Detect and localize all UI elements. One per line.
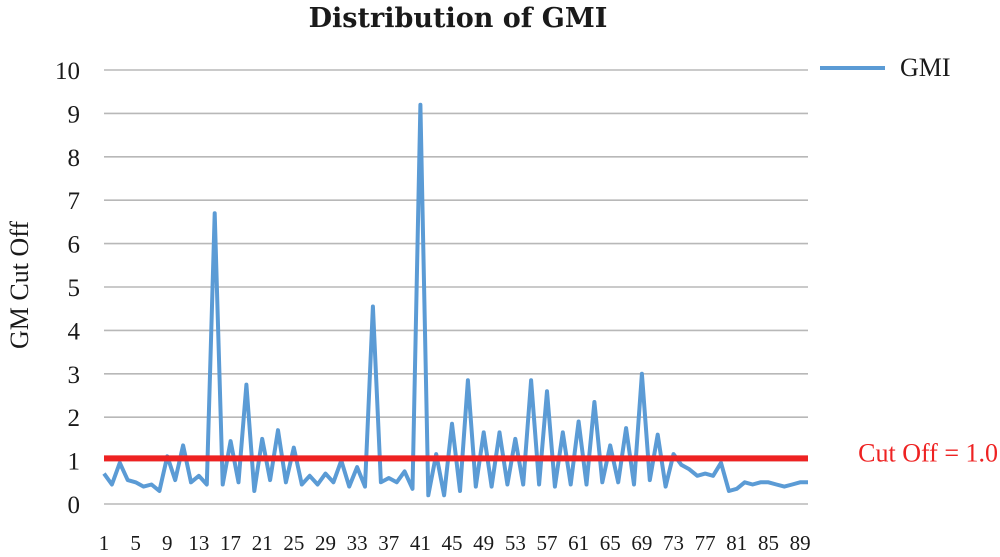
y-tick-label: 2 — [68, 405, 81, 432]
x-tick-label: 61 — [568, 531, 589, 555]
x-tick-label: 69 — [631, 531, 652, 555]
x-tick-label: 21 — [252, 531, 273, 555]
x-tick-label: 65 — [600, 531, 621, 555]
y-axis-label: GM Cut Off — [5, 221, 34, 349]
legend: GMI — [820, 53, 951, 82]
x-tick-label: 81 — [726, 531, 747, 555]
x-tick-label: 77 — [695, 531, 716, 555]
x-tick-label: 49 — [473, 531, 494, 555]
series-line-gmi — [102, 102, 808, 498]
x-tick-label: 25 — [283, 531, 304, 555]
x-tick-label: 5 — [130, 531, 141, 555]
cutoff-label: Cut Off = 1.0 — [858, 438, 998, 467]
x-tick-label: 13 — [188, 531, 209, 555]
y-tick-label: 1 — [68, 449, 81, 476]
x-tick-label: 53 — [505, 531, 526, 555]
y-tick-label: 10 — [55, 58, 80, 85]
cutoff-layer: Cut Off = 1.0 — [104, 438, 998, 467]
x-tick-label: 9 — [162, 531, 173, 555]
y-axis-ticks: 0 1 2 3 4 5 6 7 8 9 10 — [55, 58, 81, 519]
y-tick-label: 0 — [68, 492, 81, 519]
x-tick-label: 89 — [790, 531, 811, 555]
x-tick-label: 57 — [536, 531, 557, 555]
x-axis-ticks: 1 5 9 13 17 21 25 29 33 37 41 45 49 53 57 61 65 69 73 77 81 8… — [99, 531, 811, 555]
y-tick-label: 6 — [68, 232, 81, 259]
y-tick-label: 5 — [68, 275, 81, 302]
x-tick-label: 45 — [442, 531, 463, 555]
x-tick-label: 29 — [315, 531, 336, 555]
x-tick-label: 73 — [663, 531, 684, 555]
chart-title: Distribution of GMI — [309, 3, 608, 34]
x-tick-label: 17 — [220, 531, 241, 555]
x-tick-label: 1 — [99, 531, 110, 555]
x-tick-label: 33 — [347, 531, 368, 555]
x-tick-label: 41 — [410, 531, 431, 555]
x-tick-label: 37 — [378, 531, 399, 555]
x-tick-label: 85 — [758, 531, 779, 555]
legend-label-gmi: GMI — [900, 53, 951, 82]
y-tick-label: 8 — [68, 145, 81, 172]
y-tick-label: 3 — [68, 362, 81, 389]
y-tick-label: 4 — [68, 318, 81, 345]
y-tick-label: 9 — [68, 101, 81, 128]
series-layer — [102, 102, 808, 498]
y-tick-label: 7 — [68, 188, 81, 215]
